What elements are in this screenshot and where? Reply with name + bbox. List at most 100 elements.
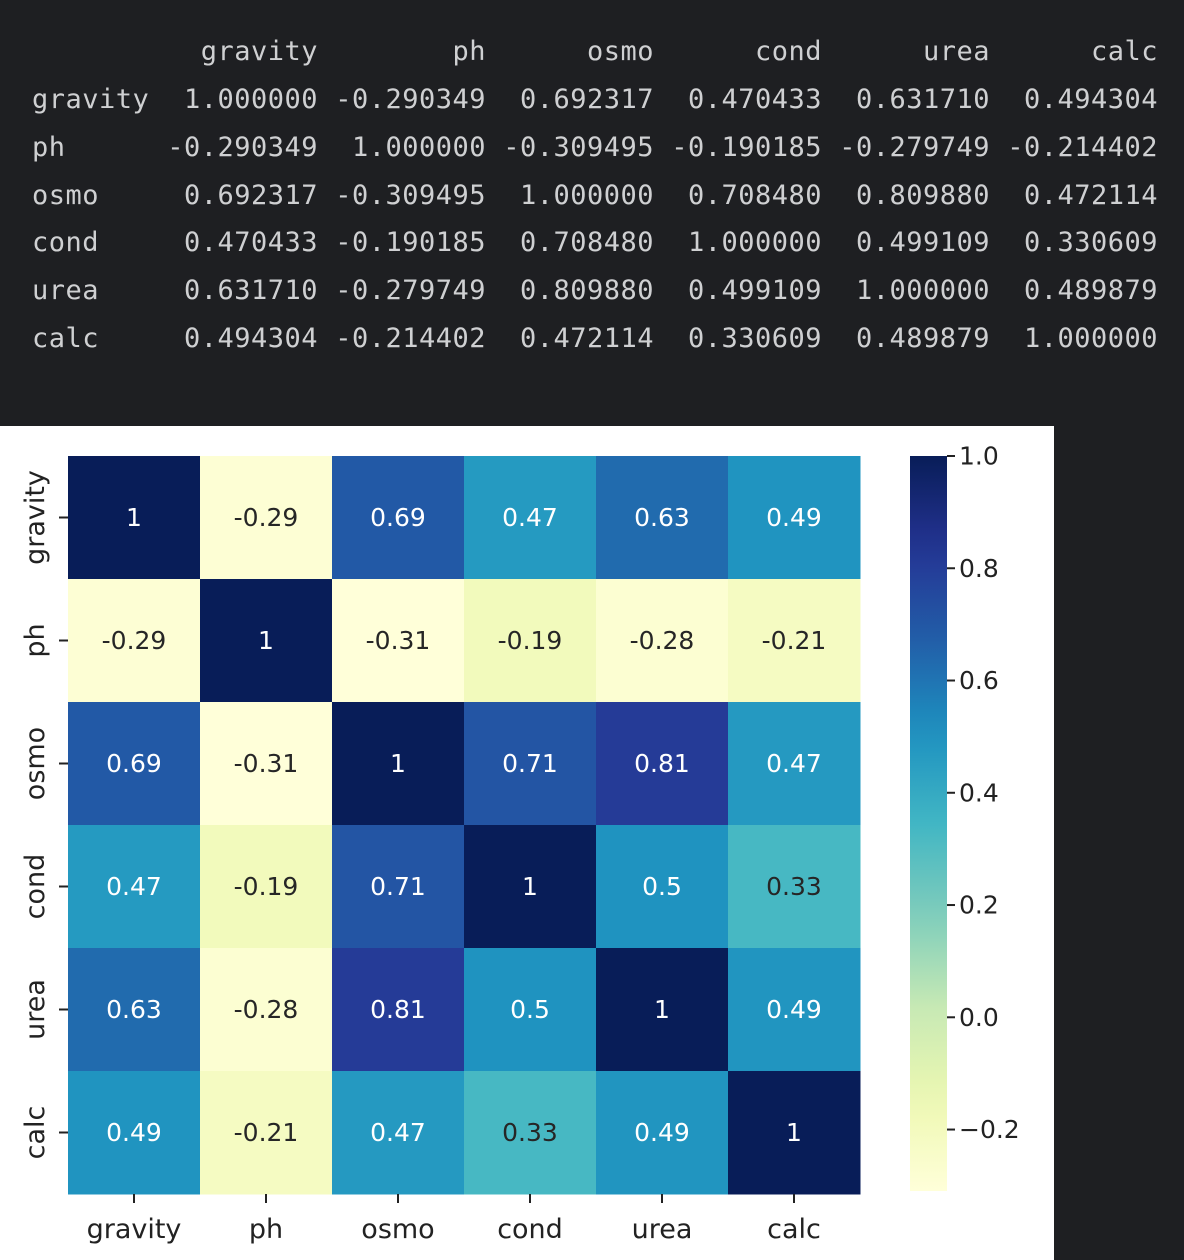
heatmap-cell xyxy=(596,702,729,826)
colorbar-tick-label: 0.6 xyxy=(959,666,999,695)
df-cell-value: 0.499109 xyxy=(687,275,822,307)
heatmap-cell-annotation: -0.31 xyxy=(366,626,431,655)
y-tick-label: calc xyxy=(20,1106,51,1160)
df-cell-value: -0.279749 xyxy=(839,131,990,163)
heatmap-cell-annotation: -0.28 xyxy=(630,626,695,655)
df-column-header: cond xyxy=(754,36,822,67)
x-tick-label: cond xyxy=(497,1214,563,1245)
heatmap-cell xyxy=(200,579,333,703)
df-cell-value: 0.494304 xyxy=(183,323,318,354)
colorbar-tick-label: 0.4 xyxy=(959,778,999,807)
heatmap-cell xyxy=(464,456,597,580)
correlation-heatmap: 1 -0.29 0.69 0.47 0.63 0.49 -0.29 1 -0.31 -0.19 -0… xyxy=(20,442,1020,1246)
heatmap-cell-annotation: 0.81 xyxy=(634,749,690,778)
heatmap-cell xyxy=(728,1071,861,1195)
heatmap-cell xyxy=(332,456,465,580)
colorbar-tick-label: 0.0 xyxy=(959,1003,999,1032)
df-cell-value: 1.000000 xyxy=(519,179,654,211)
df-cell-value: 1.000000 xyxy=(855,275,990,307)
heatmap-cell-annotation: 0.47 xyxy=(106,872,162,901)
df-cell-value: -0.309495 xyxy=(503,131,654,163)
df-cell-value: 0.809880 xyxy=(519,275,654,307)
heatmap-cell xyxy=(332,948,465,1072)
df-cell-value: 0.631710 xyxy=(855,84,990,115)
df-cell-value: 0.494304 xyxy=(1023,84,1158,115)
heatmap-cell-annotation: 0.69 xyxy=(370,503,426,532)
heatmap-cell xyxy=(728,825,861,949)
heatmap-cell xyxy=(596,579,729,703)
heatmap-cell xyxy=(68,702,201,826)
y-tick-label: ph xyxy=(20,623,51,657)
df-cell-value: 0.692317 xyxy=(183,179,318,211)
df-cell-value: -0.190185 xyxy=(671,131,822,163)
df-cell-value: 0.708480 xyxy=(519,227,654,259)
df-cell-value: -0.214402 xyxy=(335,323,486,354)
colorbar-tick-label: 1.0 xyxy=(959,442,999,471)
heatmap-cell xyxy=(200,948,333,1072)
df-row-label: cond xyxy=(32,227,100,259)
heatmap-cell-annotation: 0.5 xyxy=(510,995,550,1024)
df-column-header: urea xyxy=(922,36,990,67)
heatmap-cell xyxy=(332,1071,465,1195)
heatmap-cell-annotation: 1 xyxy=(654,995,670,1024)
heatmap-cell-annotation: 0.69 xyxy=(106,749,162,778)
heatmap-cell-annotation: -0.21 xyxy=(234,1118,299,1147)
df-cell-value: 0.470433 xyxy=(183,227,318,259)
heatmap-cell-annotation: 0.49 xyxy=(634,1118,690,1147)
heatmap-cell-annotation: 1 xyxy=(258,626,274,655)
heatmap-cell-annotation: -0.29 xyxy=(234,503,299,532)
df-column-header: gravity xyxy=(200,36,318,67)
x-tick-label: ph xyxy=(249,1214,283,1245)
df-cell-value: 0.631710 xyxy=(183,275,318,307)
heatmap-cell-annotation: -0.19 xyxy=(234,872,299,901)
x-axis: gravity ph osmo cond urea calc xyxy=(87,1194,821,1245)
x-tick-label: urea xyxy=(632,1214,693,1245)
heatmap-cell xyxy=(68,579,201,703)
df-row-label: calc xyxy=(32,323,100,354)
x-tick-label: osmo xyxy=(361,1214,434,1245)
heatmap-cell xyxy=(68,948,201,1072)
heatmap-cell-annotation: -0.19 xyxy=(498,626,563,655)
heatmap-cell xyxy=(464,579,597,703)
df-cell-value: 0.472114 xyxy=(519,323,654,354)
df-row-label: osmo xyxy=(32,179,100,211)
df-row-label: gravity xyxy=(32,84,150,115)
heatmap-cell xyxy=(68,456,201,580)
heatmap-cell xyxy=(728,456,861,580)
y-tick-label: osmo xyxy=(20,727,51,800)
y-tick-label: urea xyxy=(20,979,51,1040)
heatmap-cell-annotation: 0.49 xyxy=(106,1118,162,1147)
heatmap-cell xyxy=(200,825,333,949)
colorbar-tick-label: −0.2 xyxy=(959,1115,1020,1144)
heatmap-cell-annotation: 0.49 xyxy=(766,995,822,1024)
heatmap-cell-annotation: 0.47 xyxy=(370,1118,426,1147)
df-cell-value: 0.470433 xyxy=(687,84,822,115)
heatmap-cell xyxy=(596,1071,729,1195)
df-cell-value: 0.692317 xyxy=(519,84,654,115)
heatmap-cell xyxy=(200,702,333,826)
heatmap-cell-annotation: 0.47 xyxy=(502,503,558,532)
df-cell-value: -0.309495 xyxy=(335,179,486,211)
heatmap-cell xyxy=(464,948,597,1072)
dataframe-output: gravity ph osmo cond urea calc gravity 1.000000… xyxy=(0,0,1184,400)
y-axis: gravity ph osmo cond urea calc xyxy=(20,470,68,1159)
x-tick-label: gravity xyxy=(87,1214,182,1245)
heatmap-cell-annotation: -0.28 xyxy=(234,995,299,1024)
df-row-label: urea xyxy=(32,275,100,307)
heatmap-cell-annotation: 0.49 xyxy=(766,503,822,532)
colorbar: 1.0 0.8 0.6 0.4 0.2 0.0 −0.2 xyxy=(910,442,1020,1191)
heatmap-cell xyxy=(728,579,861,703)
df-cell-value: -0.190185 xyxy=(335,227,486,259)
heatmap-cell-annotation: 0.71 xyxy=(370,872,426,901)
df-row-label: ph xyxy=(32,131,66,163)
heatmap-cell xyxy=(200,1071,333,1195)
df-column-header: calc xyxy=(1090,36,1158,67)
correlation-dataframe-table: gravity ph osmo cond urea calc gravity 1.000000… xyxy=(0,0,1184,400)
heatmap-cell-annotation: 0.47 xyxy=(766,749,822,778)
df-column-header: osmo xyxy=(586,36,654,67)
df-cell-value: 1.000000 xyxy=(183,84,318,115)
heatmap-cell xyxy=(200,456,333,580)
heatmap-cell-annotation: 0.63 xyxy=(634,503,690,532)
df-cell-value: 0.489879 xyxy=(855,323,990,354)
